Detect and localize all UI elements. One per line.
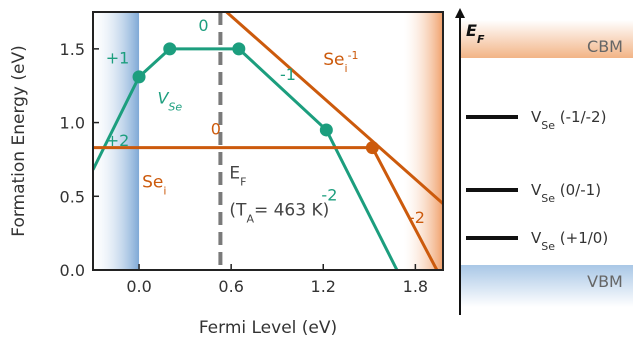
x-tick-label-3: 1.8 xyxy=(403,277,428,296)
se-i-series-label: Sei xyxy=(142,172,166,197)
vbm-label: VBM xyxy=(587,272,623,291)
charge-label-0-3: -1 xyxy=(280,65,296,84)
defect-level-label-2: VSe (+1/0) xyxy=(531,229,608,253)
defect-level-label-1: VSe (0/-1) xyxy=(531,181,601,205)
charge-label-0-0: +1 xyxy=(106,49,130,68)
transition-point-0-0 xyxy=(133,70,146,83)
cbm-shade xyxy=(403,12,443,270)
x-axis-label: Fermi Level (eV) xyxy=(199,318,337,337)
y-tick-label-2: 1.0 xyxy=(60,114,85,133)
x-tick-label-0: 0.0 xyxy=(126,277,151,296)
y-axis-label: Formation Energy (eV) xyxy=(9,45,29,236)
y-tick-label-3: 1.5 xyxy=(60,40,85,59)
transition-point-1-0 xyxy=(366,141,379,154)
energy-axis-arrowhead xyxy=(455,8,465,18)
cbm-label: CBM xyxy=(587,37,623,56)
se-i-upper-label: Sei-1 xyxy=(323,49,358,75)
x-tick-label-1: 0.6 xyxy=(218,277,243,296)
fermi-level-label: EF xyxy=(229,164,246,189)
defect-level-label-0: VSe (-1/-2) xyxy=(531,108,606,132)
formation-energy-chart: 0.0 0.6 1.2 1.80.00.51.01.5 +1+20-1-20-2Fer… xyxy=(9,12,443,337)
charge-label-0-1: +2 xyxy=(106,131,130,150)
charge-label-1-0: 0 xyxy=(211,119,221,138)
annealing-temperature-label: (TA= 463 K) xyxy=(229,200,329,225)
transition-point-0-1 xyxy=(163,42,176,55)
y-tick-label-1: 0.5 xyxy=(60,187,85,206)
transition-point-0-2 xyxy=(232,42,245,55)
charge-label-1-1: -2 xyxy=(409,208,425,227)
x-tick-label-2: 1.2 xyxy=(311,277,336,296)
charge-label-0-2: 0 xyxy=(198,16,208,35)
y-tick-label-0: 0.0 xyxy=(60,261,85,280)
v-se-series-label: VSe xyxy=(157,88,182,113)
transition-point-0-3 xyxy=(320,123,333,136)
